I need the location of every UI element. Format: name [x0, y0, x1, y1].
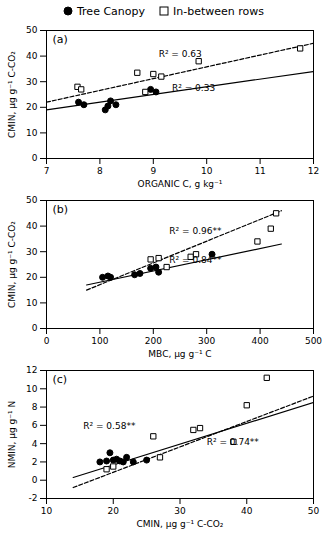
svg-text:-2: -2 [29, 493, 38, 503]
svg-text:ORGANIC C, g kg⁻¹: ORGANIC C, g kg⁻¹ [138, 179, 223, 189]
svg-text:500: 500 [305, 336, 322, 346]
svg-text:CMIN, µg g⁻¹ C-CO₂: CMIN, µg g⁻¹ C-CO₂ [137, 519, 224, 529]
svg-text:0: 0 [32, 323, 38, 333]
svg-text:20: 20 [108, 506, 120, 516]
svg-text:50: 50 [26, 25, 38, 35]
svg-text:30: 30 [26, 77, 38, 87]
svg-text:30: 30 [174, 506, 186, 516]
svg-text:50: 50 [26, 195, 38, 205]
svg-text:10: 10 [41, 506, 53, 516]
svg-text:R² = 0.58**: R² = 0.58** [83, 421, 136, 431]
svg-text:6: 6 [32, 420, 38, 430]
svg-text:10: 10 [26, 384, 38, 394]
svg-text:CMIN, µg g⁻¹ C-CO₂: CMIN, µg g⁻¹ C-CO₂ [7, 221, 17, 308]
svg-text:40: 40 [241, 506, 253, 516]
svg-text:200: 200 [145, 336, 162, 346]
svg-text:40: 40 [26, 51, 38, 61]
html-text:Tree Canopy: Tree Canopy [77, 4, 145, 18]
svg-text:7: 7 [44, 166, 50, 176]
svg-text:R² = 0.96**: R² = 0.96** [169, 226, 222, 236]
svg-text:8: 8 [32, 402, 38, 412]
svg-text:0: 0 [32, 475, 38, 485]
svg-text:300: 300 [198, 336, 215, 346]
svg-text:20: 20 [26, 102, 38, 112]
svg-text:(b): (b) [53, 203, 69, 216]
svg-text:12: 12 [26, 365, 37, 375]
svg-text:R² = 0.63: R² = 0.63 [159, 49, 202, 59]
svg-text:CMIN, µg g⁻¹ C-CO₂: CMIN, µg g⁻¹ C-CO₂ [7, 51, 17, 138]
svg-text:10: 10 [26, 298, 38, 308]
svg-text:8: 8 [97, 166, 103, 176]
svg-text:400: 400 [252, 336, 269, 346]
svg-text:(a): (a) [53, 33, 68, 46]
svg-text:40: 40 [26, 221, 38, 231]
svg-text:(c): (c) [53, 373, 68, 386]
html-text:In-between rows: In-between rows [173, 4, 264, 18]
svg-text:4: 4 [32, 439, 38, 449]
svg-text:2: 2 [32, 457, 38, 467]
svg-text:0: 0 [44, 336, 50, 346]
svg-text:100: 100 [91, 336, 108, 346]
svg-text:10: 10 [201, 166, 213, 176]
svg-text:50: 50 [308, 506, 320, 516]
svg-text:MBC, μg g⁻¹ C: MBC, μg g⁻¹ C [148, 349, 211, 359]
svg-text:11: 11 [254, 166, 265, 176]
svg-text:R² = 0.33: R² = 0.33 [172, 83, 215, 93]
svg-text:9: 9 [150, 166, 156, 176]
svg-text:30: 30 [26, 247, 38, 257]
svg-text:R² = 0.84**: R² = 0.84** [169, 255, 222, 265]
svg-text:20: 20 [26, 272, 38, 282]
svg-text:0: 0 [32, 153, 38, 163]
svg-text:R² = 0.74**: R² = 0.74** [207, 437, 260, 447]
svg-text:12: 12 [308, 166, 319, 176]
svg-text:10: 10 [26, 128, 38, 138]
svg-text:NMIN, µg g⁻¹ N: NMIN, µg g⁻¹ N [7, 401, 17, 469]
